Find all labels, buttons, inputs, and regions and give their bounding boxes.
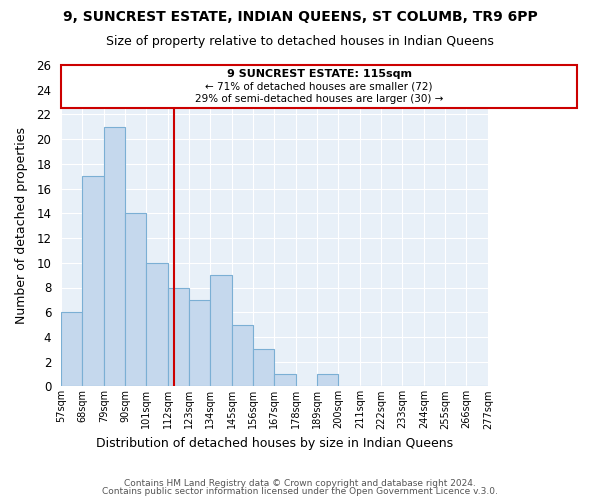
Text: Contains HM Land Registry data © Crown copyright and database right 2024.: Contains HM Land Registry data © Crown c… xyxy=(124,478,476,488)
Text: Size of property relative to detached houses in Indian Queens: Size of property relative to detached ho… xyxy=(106,35,494,48)
Bar xyxy=(232,324,253,386)
Bar xyxy=(189,300,211,386)
FancyBboxPatch shape xyxy=(61,65,577,108)
Text: Contains public sector information licensed under the Open Government Licence v.: Contains public sector information licen… xyxy=(102,487,498,496)
Y-axis label: Number of detached properties: Number of detached properties xyxy=(15,127,28,324)
Bar xyxy=(146,263,168,386)
Text: 29% of semi-detached houses are larger (30) →: 29% of semi-detached houses are larger (… xyxy=(195,94,443,104)
Bar xyxy=(274,374,296,386)
Bar xyxy=(168,288,189,386)
Bar xyxy=(104,127,125,386)
Bar xyxy=(317,374,338,386)
Bar xyxy=(253,350,274,387)
Text: ← 71% of detached houses are smaller (72): ← 71% of detached houses are smaller (72… xyxy=(205,82,433,92)
Bar xyxy=(211,275,232,386)
Bar xyxy=(82,176,104,386)
Bar xyxy=(61,312,82,386)
Text: 9 SUNCREST ESTATE: 115sqm: 9 SUNCREST ESTATE: 115sqm xyxy=(227,70,412,80)
Bar xyxy=(125,214,146,386)
X-axis label: Distribution of detached houses by size in Indian Queens: Distribution of detached houses by size … xyxy=(96,437,453,450)
Text: 9, SUNCREST ESTATE, INDIAN QUEENS, ST COLUMB, TR9 6PP: 9, SUNCREST ESTATE, INDIAN QUEENS, ST CO… xyxy=(62,10,538,24)
